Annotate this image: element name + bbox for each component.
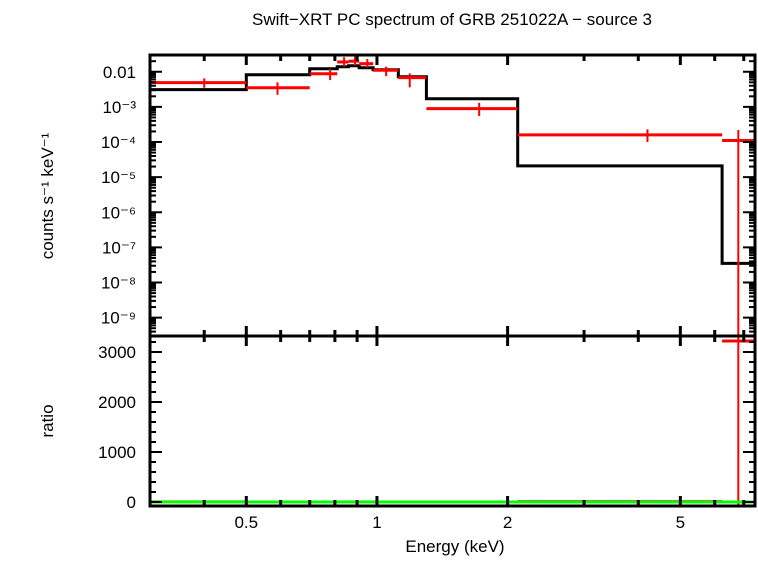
chart-title: Swift−XRT PC spectrum of GRB 251022A − s… bbox=[252, 10, 652, 29]
model-step-line bbox=[150, 64, 755, 265]
plot-frame bbox=[148, 53, 757, 508]
y-axis-label-top: counts s⁻¹ keV⁻¹ bbox=[38, 132, 57, 259]
y-tick-label-top: 10⁻⁵ bbox=[101, 168, 136, 187]
x-tick-label: 0.5 bbox=[234, 513, 258, 532]
y-tick-label-bottom: 2000 bbox=[98, 393, 136, 412]
y-tick-label-top: 10⁻⁷ bbox=[102, 238, 136, 257]
y-tick-label-bottom: 0 bbox=[127, 493, 136, 512]
y-tick-label-top: 0.01 bbox=[103, 63, 136, 82]
x-axis-label: Energy (keV) bbox=[405, 537, 504, 556]
y-tick-label-top: 10⁻⁸ bbox=[101, 274, 136, 293]
y-tick-label-top: 10⁻³ bbox=[102, 98, 136, 117]
y-tick-label-bottom: 1000 bbox=[98, 443, 136, 462]
y-tick-label-top: 10⁻⁴ bbox=[101, 133, 136, 152]
y-tick-label-top: 10⁻⁹ bbox=[101, 309, 136, 328]
x-tick-label: 2 bbox=[503, 513, 512, 532]
y-tick-label-top: 10⁻⁶ bbox=[101, 203, 136, 222]
x-tick-label: 5 bbox=[676, 513, 685, 532]
x-tick-label: 1 bbox=[372, 513, 381, 532]
y-tick-label-bottom: 3000 bbox=[98, 343, 136, 362]
y-axis-label-bottom: ratio bbox=[38, 404, 57, 437]
